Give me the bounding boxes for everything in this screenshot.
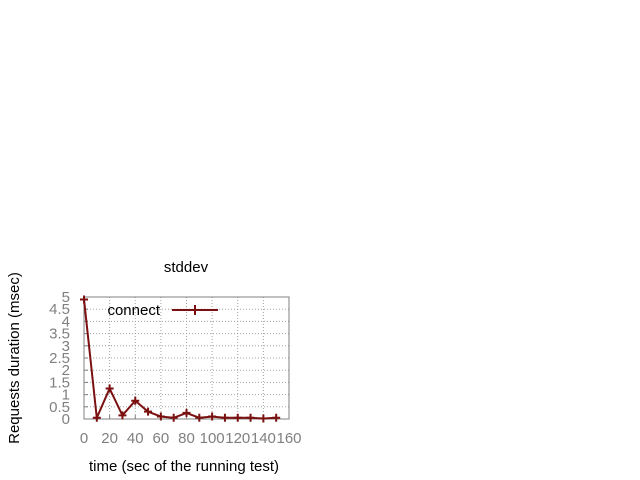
data-point-connect (156, 412, 165, 421)
data-point-connect (92, 413, 101, 422)
data-point-connect (195, 413, 204, 422)
series-group (80, 295, 281, 423)
x-tick-label: 80 (178, 430, 195, 447)
y-tick-label: 1 (62, 387, 70, 404)
data-point-connect (208, 412, 217, 421)
x-axis-label: time (sec of the running test) (89, 458, 279, 475)
data-point-connect (182, 408, 191, 417)
x-tick-label: 100 (200, 430, 225, 447)
y-tick-label: 3 (62, 338, 70, 355)
legend-label-connect: connect (107, 302, 160, 319)
y-axis-ticks: 00.511.522.533.544.55 (49, 289, 88, 428)
x-tick-label: 140 (251, 430, 276, 447)
y-tick-label: 0.5 (49, 399, 70, 416)
data-point-connect (131, 396, 140, 405)
y-tick-label: 2.5 (49, 350, 70, 367)
series-line-connect (83, 299, 277, 420)
data-point-connect (272, 413, 281, 422)
x-tick-label: 160 (276, 430, 301, 447)
x-tick-label: 40 (127, 430, 144, 447)
data-point-connect (144, 407, 153, 416)
data-point-connect (105, 384, 114, 393)
x-tick-label: 120 (225, 430, 250, 447)
x-tick-label: 20 (101, 430, 118, 447)
data-point-connect (169, 413, 178, 422)
legend-marker-connect (190, 305, 200, 315)
x-axis-ticks: 0 20 40 60 80 100 120 140 160 (80, 415, 302, 447)
y-tick-label: 4.5 (49, 301, 70, 318)
x-tick-label: 0 (80, 430, 88, 447)
y-tick-label: 3.5 (49, 326, 70, 343)
data-point-connect (246, 413, 255, 422)
y-tick-label: 1.5 (49, 374, 70, 391)
data-point-connect (233, 413, 242, 422)
x-tick-label: 60 (153, 430, 170, 447)
y-tick-label: 4 (62, 313, 70, 330)
y-tick-label: 0 (62, 411, 70, 428)
chart-title: stddev (164, 259, 209, 276)
y-tick-label: 2 (62, 362, 70, 379)
data-point-connect (220, 413, 229, 422)
data-point-connect (118, 411, 127, 420)
y-axis-label: Requests duration (msec) (6, 272, 23, 444)
legend: connect (107, 302, 218, 319)
y-tick-label: 5 (62, 289, 70, 306)
data-point-connect (259, 414, 268, 423)
data-point-connect (80, 295, 88, 304)
